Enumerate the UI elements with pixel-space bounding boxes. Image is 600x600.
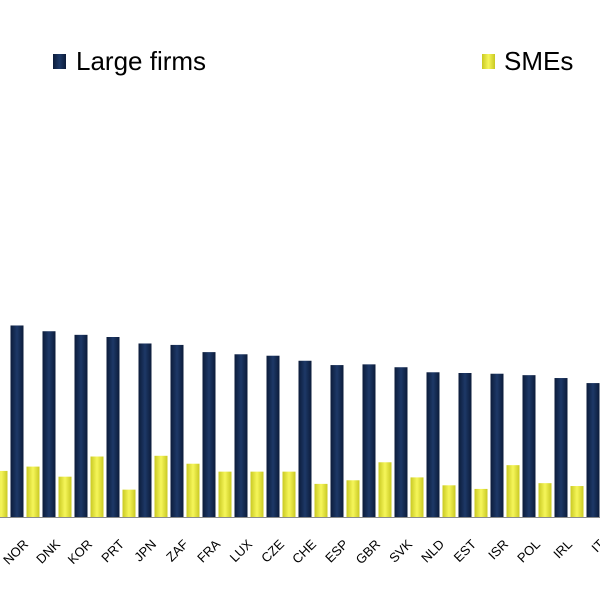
bars (0, 325, 600, 517)
x-tick-label-cze: CZE (258, 536, 287, 565)
bar-smes-kor (90, 456, 104, 517)
legend-label-smes: SMEs (504, 46, 573, 76)
bar-smes-svk (410, 477, 424, 517)
legend-swatch-smes (482, 54, 495, 69)
bar-large-firms-esp (330, 365, 344, 517)
bar-large-firms-jpn (138, 343, 152, 517)
x-tick-label-fra: FRA (194, 536, 223, 565)
bar-large-firms-che (298, 360, 312, 517)
bar-smes-esp (346, 480, 360, 517)
legend-swatch-large-firms (53, 54, 66, 69)
bar-smes-pol (538, 483, 552, 517)
x-tick-label-esp: ESP (322, 537, 351, 566)
bar-smes-nld (442, 485, 456, 517)
x-tick-label-irl: IRL (550, 537, 575, 562)
x-tick-label-gbr: GBR (353, 537, 384, 568)
x-tick-label-che: CHE (289, 536, 319, 566)
bar-large-firms-kor (74, 334, 88, 517)
bar-smes-lux (250, 471, 264, 517)
bar-smes-gbr (378, 462, 392, 517)
x-tick-label-zaf: ZAF (163, 536, 191, 564)
bar-large-firms-fra (202, 352, 216, 517)
bar-large-firms-lux (234, 354, 248, 517)
bar-large-firms-nor (10, 325, 24, 517)
bar-smes-prt (122, 489, 136, 517)
bar-smes-d (0, 470, 8, 517)
bar-large-firms-it (586, 383, 600, 517)
bar-smes-che (314, 483, 328, 517)
x-tick-label-pol: POL (514, 537, 543, 566)
bar-smes-jpn (154, 455, 168, 517)
bar-smes-cze (282, 471, 296, 517)
x-tick-label-kor: KOR (65, 537, 96, 568)
bar-smes-irl (570, 486, 584, 517)
x-tick-label-jpn: JPN (131, 537, 159, 565)
bar-large-firms-gbr (362, 364, 376, 517)
bar-smes-dnk (58, 476, 72, 517)
legend: Large firms SMEs (53, 46, 573, 76)
x-tick-label-dnk: DNK (33, 536, 63, 566)
bar-large-firms-nld (426, 372, 440, 517)
bar-large-firms-cze (266, 355, 280, 517)
x-tick-label-nor: NOR (0, 537, 31, 568)
x-tick-labels: DNORDNKKORPRTJPNZAFFRALUXCZECHEESPGBRSVK… (0, 536, 600, 567)
x-tick-label-prt: PRT (98, 536, 127, 565)
bar-large-firms-prt (106, 337, 120, 517)
x-tick-label-nld: NLD (418, 537, 447, 566)
bar-large-firms-isr (490, 373, 504, 517)
bar-large-firms-pol (522, 375, 536, 517)
bar-large-firms-est (458, 373, 472, 517)
bar-large-firms-dnk (42, 331, 56, 517)
bar-smes-est (474, 488, 488, 517)
x-tick-label-est: EST (451, 536, 480, 565)
bar-large-firms-svk (394, 367, 408, 517)
x-tick-label-it: IT (588, 536, 600, 555)
bar-smes-isr (506, 465, 520, 517)
bar-large-firms-irl (554, 378, 568, 517)
bar-smes-fra (218, 471, 232, 517)
bar-smes-nor (26, 466, 40, 517)
x-tick-label-svk: SVK (386, 536, 415, 565)
bar-large-firms-zaf (170, 344, 184, 517)
bar-smes-zaf (186, 463, 200, 517)
x-tick-label-lux: LUX (227, 536, 256, 565)
legend-label-large-firms: Large firms (76, 46, 206, 76)
x-tick-label-isr: ISR (485, 537, 511, 563)
